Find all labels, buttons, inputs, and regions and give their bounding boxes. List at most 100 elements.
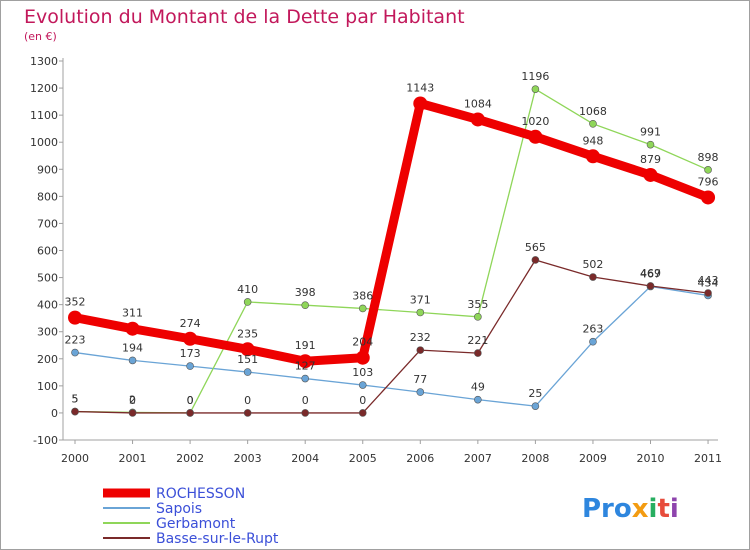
data-label: 0 <box>187 394 194 407</box>
y-tick-label: 800 <box>37 190 58 203</box>
x-tick-label: 2002 <box>176 452 204 465</box>
y-tick-label: 0 <box>51 407 58 420</box>
data-label: 274 <box>180 317 201 330</box>
data-point <box>243 409 252 417</box>
data-point <box>186 409 194 417</box>
x-tick-label: 2009 <box>579 452 607 465</box>
axes: -100010020030040050060070080090010001100… <box>30 55 722 465</box>
data-label: 127 <box>295 360 316 373</box>
data-point <box>71 348 79 357</box>
series-line-ROCHESSON <box>70 99 713 366</box>
data-point <box>531 402 540 410</box>
y-tick-label: 900 <box>37 163 58 176</box>
data-point <box>183 331 198 346</box>
data-point <box>301 301 310 309</box>
data-label: 0 <box>244 394 251 407</box>
data-label: 879 <box>640 153 661 166</box>
series-line-Sapois <box>74 285 709 407</box>
data-point <box>470 112 485 127</box>
chart-subtitle: (en €) <box>24 30 57 43</box>
x-tick-label: 2000 <box>61 452 89 465</box>
data-label: 898 <box>698 151 719 164</box>
data-label: 311 <box>122 307 143 320</box>
x-tick-label: 2004 <box>291 452 319 465</box>
data-point <box>531 256 540 264</box>
data-point <box>589 120 597 128</box>
x-tick-label: 2001 <box>119 452 147 465</box>
data-label: 502 <box>582 258 603 271</box>
data-point <box>68 310 82 325</box>
data-label: 796 <box>698 175 719 188</box>
proxiti-logo: Proxiti <box>582 494 679 524</box>
data-label: 0 <box>302 394 309 407</box>
y-tick-label: 500 <box>37 272 58 285</box>
data-point <box>243 368 252 376</box>
data-point <box>301 409 310 417</box>
y-tick-label: 400 <box>37 299 58 312</box>
legend-label: Gerbamont <box>156 516 236 532</box>
data-label: 434 <box>698 276 719 289</box>
y-tick-label: 700 <box>37 217 58 230</box>
data-label: 25 <box>528 387 542 400</box>
x-tick-label: 2005 <box>349 452 377 465</box>
data-label: 1068 <box>579 105 607 118</box>
data-label: 151 <box>237 353 258 366</box>
data-point <box>704 166 712 174</box>
chart-title: Evolution du Montant de la Dette par Hab… <box>24 6 465 28</box>
data-label: 223 <box>65 334 86 347</box>
data-point <box>186 362 194 370</box>
data-point <box>358 381 367 389</box>
logo-text: Proxiti <box>582 494 679 524</box>
data-label: 386 <box>352 289 373 302</box>
data-point <box>358 409 367 417</box>
y-tick-label: 1000 <box>30 136 58 149</box>
legend-label: Basse-sur-le-Rupt <box>156 531 279 547</box>
data-label: 2 <box>129 393 136 406</box>
legend-label: ROCHESSON <box>156 486 245 502</box>
data-point <box>589 273 597 281</box>
legend-label: Sapois <box>156 501 202 517</box>
data-point <box>416 346 425 354</box>
data-label: 467 <box>640 268 661 281</box>
y-tick-label: 100 <box>37 380 58 393</box>
x-tick-label: 2007 <box>464 452 492 465</box>
data-label: 443 <box>698 274 719 287</box>
data-point <box>643 167 658 182</box>
data-point <box>243 298 252 306</box>
data-point <box>298 354 313 369</box>
data-label: 221 <box>467 334 488 347</box>
data-label: 49 <box>471 381 485 394</box>
data-label: 469 <box>640 267 661 280</box>
data-label: 0 <box>359 394 366 407</box>
data-point <box>416 388 425 396</box>
data-point <box>704 289 712 297</box>
data-label: 204 <box>352 336 373 349</box>
data-label: 565 <box>525 241 546 254</box>
data-point <box>646 282 655 290</box>
y-tick-label: 300 <box>37 326 58 339</box>
y-tick-label: 600 <box>37 245 58 258</box>
data-point <box>531 85 540 93</box>
data-point <box>358 304 367 313</box>
data-point <box>701 190 716 205</box>
y-tick-label: 1200 <box>30 82 58 95</box>
data-point <box>240 342 255 357</box>
data-label: 0 <box>129 394 136 407</box>
data-label: 235 <box>237 327 258 340</box>
data-point <box>474 395 482 404</box>
y-tick-label: 200 <box>37 353 58 366</box>
data-point <box>125 321 140 336</box>
data-label: 5 <box>72 393 79 406</box>
data-label: 77 <box>413 373 427 386</box>
data-label: 410 <box>237 283 258 296</box>
x-tick-label: 2006 <box>406 452 434 465</box>
x-tick-label: 2011 <box>694 452 722 465</box>
data-point <box>585 149 600 164</box>
data-point <box>528 129 543 144</box>
data-label: 1084 <box>464 97 492 110</box>
data-label: 398 <box>295 286 316 299</box>
